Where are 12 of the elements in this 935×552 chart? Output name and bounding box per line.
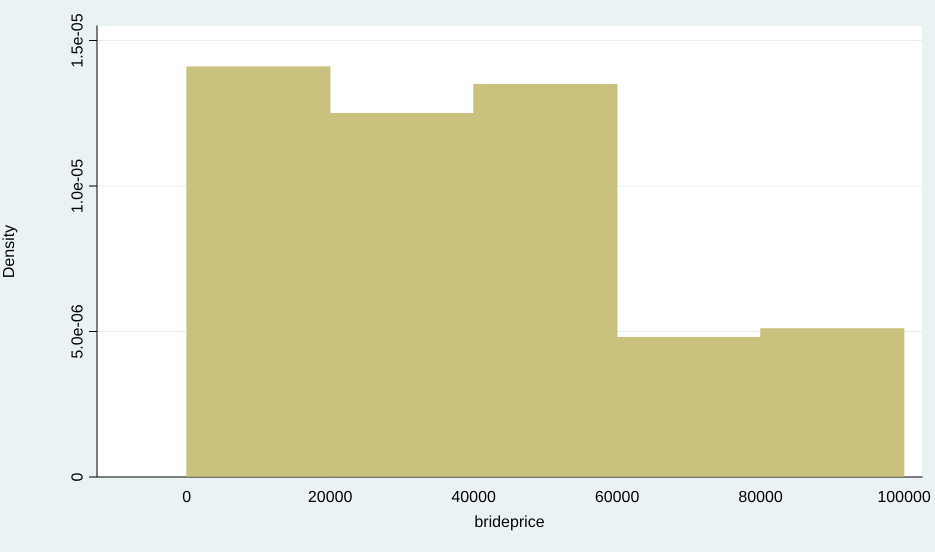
- y-tick-label: 0: [69, 472, 86, 482]
- x-tick-label: 80000: [738, 489, 783, 506]
- y-tick-label: 1.0e-05: [69, 158, 86, 214]
- x-tick-label: 60000: [594, 489, 640, 506]
- x-axis-title: brideprice: [474, 514, 545, 531]
- x-tick-label: 20000: [308, 489, 352, 506]
- x-tick-label: 0: [182, 489, 192, 506]
- y-tick-label: 5.0e-06: [69, 304, 86, 359]
- x-tick-label: 100000: [877, 489, 931, 506]
- y-tick-label: 1.5e-05: [69, 13, 86, 68]
- y-axis-title: Density: [1, 224, 18, 278]
- x-tick-label: 40000: [451, 489, 496, 506]
